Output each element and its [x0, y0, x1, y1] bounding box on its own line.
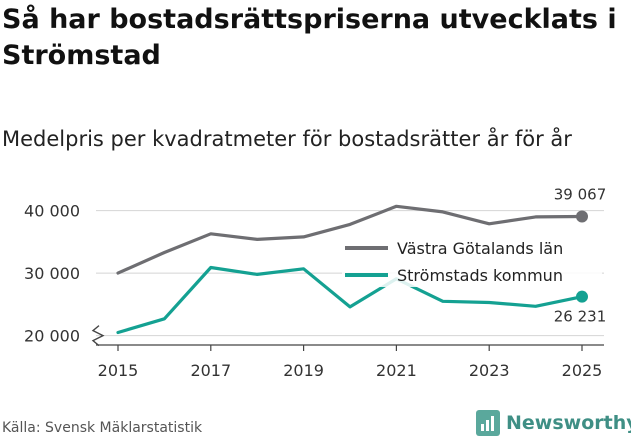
chart-title: Så har bostadsrättspriserna utvecklats i… [2, 4, 617, 71]
x-tick-label: 2019 [283, 361, 324, 380]
series-end-label-1: 39 067 [554, 185, 607, 203]
legend-label-1: Västra Götalands län [397, 239, 563, 258]
chart-subtitle: Medelpris per kvadratmeter för bostadsrä… [2, 127, 572, 151]
series-line-1 [116, 204, 584, 275]
bar-chart-icon [476, 410, 500, 436]
y-tick-label: 30 000 [24, 264, 80, 283]
x-tick-label: 2021 [376, 361, 417, 380]
y-tick-label: 20 000 [24, 327, 80, 346]
source-note: Källa: Svensk Mäklarstatistik [2, 420, 203, 436]
x-tick-label: 2015 [98, 361, 139, 380]
y-tick-label: 40 000 [24, 202, 80, 221]
x-tick-label: 2017 [190, 361, 231, 380]
series-end-point-1 [576, 210, 588, 223]
series-end-point-2 [576, 290, 588, 303]
brand-name: Newsworthy [506, 412, 631, 434]
series-line-2 [116, 265, 584, 335]
newsworthy-logo: Newsworthy [476, 408, 631, 438]
line-chart: 20 000 30 000 40 000 2015 2017 2019 2021 2023 20… [24, 185, 607, 380]
x-tick-label: 2025 [562, 361, 603, 380]
x-tick-label: 2023 [469, 361, 510, 380]
legend-label-2: Strömstads kommun [397, 266, 563, 285]
series-end-label-2: 26 231 [554, 308, 607, 326]
axis-break-icon [91, 325, 105, 347]
